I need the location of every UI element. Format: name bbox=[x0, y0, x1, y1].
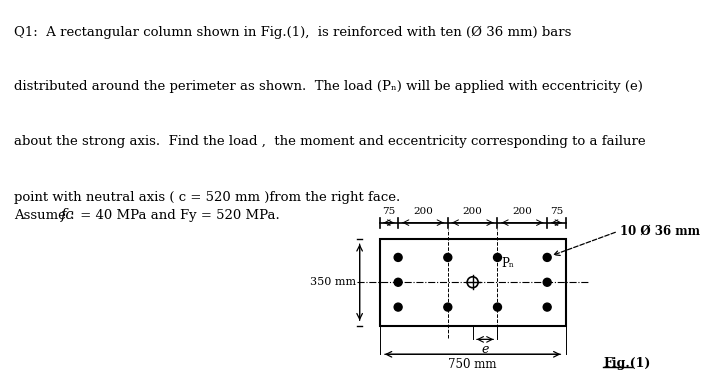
Text: e: e bbox=[481, 343, 489, 356]
Circle shape bbox=[444, 253, 452, 262]
Circle shape bbox=[543, 303, 551, 311]
Circle shape bbox=[444, 303, 452, 311]
Text: fc: fc bbox=[60, 208, 74, 223]
Circle shape bbox=[543, 253, 551, 262]
Text: 750 mm: 750 mm bbox=[448, 358, 497, 371]
Text: 200: 200 bbox=[462, 207, 483, 216]
Text: Fig.(1): Fig.(1) bbox=[603, 357, 650, 370]
Text: distributed around the perimeter as shown.  The load (Pₙ) will be applied with e: distributed around the perimeter as show… bbox=[14, 81, 643, 93]
Text: 75: 75 bbox=[550, 207, 563, 216]
Circle shape bbox=[493, 303, 501, 311]
Text: Q1:  A rectangular column shown in Fig.(1),  is reinforced with ten (Ø 36 mm) ba: Q1: A rectangular column shown in Fig.(1… bbox=[14, 25, 571, 39]
Text: about the strong axis.  Find the load ,  the moment and eccentricity correspondi: about the strong axis. Find the load , t… bbox=[14, 135, 646, 149]
Text: 350 mm: 350 mm bbox=[310, 277, 356, 287]
Circle shape bbox=[543, 278, 551, 286]
Bar bbox=[379, 239, 566, 326]
Text: point with neutral axis ( c = 520 mm )from the right face.: point with neutral axis ( c = 520 mm )fr… bbox=[14, 191, 401, 203]
Text: Pₙ: Pₙ bbox=[501, 257, 514, 270]
Circle shape bbox=[493, 253, 501, 262]
Circle shape bbox=[394, 253, 402, 262]
Circle shape bbox=[394, 303, 402, 311]
Text: 200: 200 bbox=[413, 207, 433, 216]
Text: 10 Ø 36 mm: 10 Ø 36 mm bbox=[620, 225, 701, 238]
Text: 75: 75 bbox=[382, 207, 396, 216]
Text: 200: 200 bbox=[513, 207, 532, 216]
Circle shape bbox=[394, 278, 402, 286]
Text: = 40 MPa and Fy = 520 MPa.: = 40 MPa and Fy = 520 MPa. bbox=[76, 209, 280, 222]
Text: Assume :: Assume : bbox=[14, 209, 79, 222]
